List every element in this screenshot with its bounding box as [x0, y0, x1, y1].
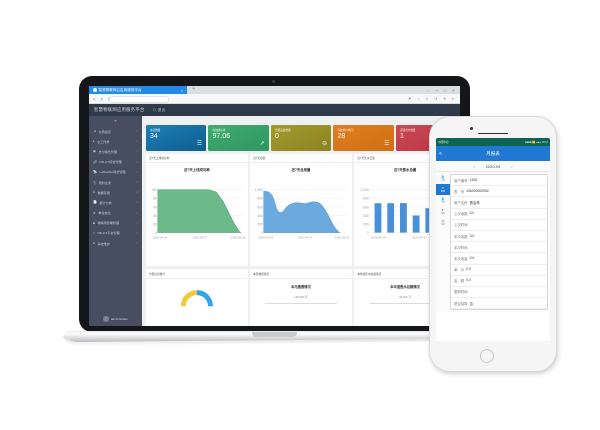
svg-text:2020-09-30: 2020-09-30 [230, 236, 245, 240]
svg-text:800: 800 [257, 197, 263, 201]
svg-text:600: 600 [257, 206, 263, 210]
svg-text:40: 40 [153, 214, 157, 218]
svg-text:2020-09-27: 2020-09-27 [412, 236, 427, 240]
svg-text:1,200: 1,200 [361, 188, 369, 192]
svg-text:2020-09-27: 2020-09-27 [297, 236, 312, 240]
svg-text:2020-09-24: 2020-09-24 [258, 236, 273, 240]
svg-text:2020-09-27: 2020-09-27 [192, 236, 207, 240]
svg-text:400: 400 [363, 214, 369, 218]
svg-text:20: 20 [153, 223, 157, 227]
svg-text:200: 200 [257, 223, 263, 227]
svg-text:400: 400 [257, 214, 263, 218]
svg-text:200: 200 [363, 223, 369, 227]
svg-text:2020-09-30: 2020-09-30 [335, 236, 350, 240]
svg-text:800: 800 [363, 197, 369, 201]
svg-text:100: 100 [151, 188, 157, 192]
svg-text:2020-09-24: 2020-09-24 [152, 236, 167, 240]
svg-text:2020-09-24: 2020-09-24 [371, 236, 386, 240]
svg-text:0: 0 [261, 231, 263, 235]
svg-text:80: 80 [153, 197, 157, 201]
svg-text:0: 0 [367, 231, 369, 235]
svg-text:1,000: 1,000 [255, 188, 263, 192]
svg-text:600: 600 [363, 206, 369, 210]
svg-text:60: 60 [153, 206, 157, 210]
svg-text:0: 0 [155, 231, 157, 235]
